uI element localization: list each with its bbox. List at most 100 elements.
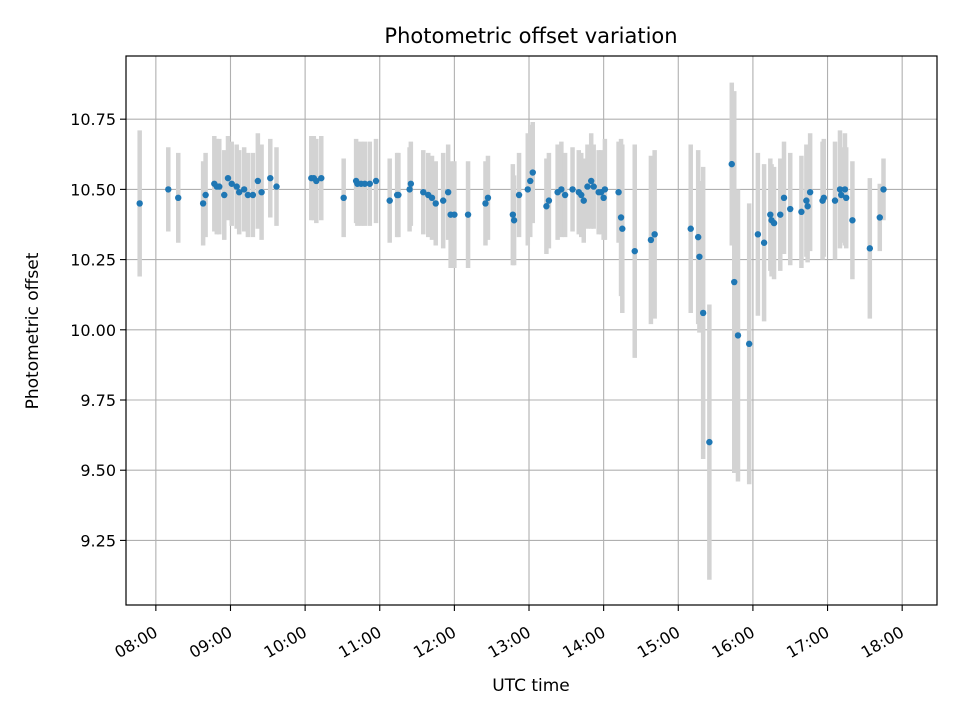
- data-point: [803, 197, 810, 204]
- x-tick-label: 15:00: [634, 622, 683, 662]
- y-tick-label: 9.50: [80, 461, 116, 480]
- y-tick-label: 9.25: [80, 531, 116, 550]
- y-axis: 9.25 9.50 9.75 10.00 10.25 10.50 10.75: [70, 110, 126, 550]
- chart-title: Photometric offset variation: [384, 24, 677, 48]
- data-point: [699, 309, 707, 317]
- data-point: [199, 200, 207, 207]
- data-point: [696, 253, 703, 260]
- data-point: [798, 208, 805, 216]
- data-point: [258, 188, 265, 196]
- x-tick-label: 11:00: [335, 622, 384, 662]
- x-axis-title: UTC time: [492, 676, 570, 696]
- data-point: [235, 188, 243, 196]
- data-point: [836, 186, 844, 193]
- x-axis: 08:00 09:00 10:00 11:00 12:00 13:00 14:00 15:00…: [111, 605, 907, 662]
- data-point: [464, 211, 472, 218]
- data-point: [760, 239, 768, 246]
- data-point: [841, 186, 849, 193]
- data-point: [249, 191, 257, 199]
- x-tick-label: 12:00: [410, 622, 459, 662]
- data-point: [806, 188, 814, 196]
- x-tick-label: 13:00: [485, 622, 534, 662]
- data-point: [580, 197, 587, 204]
- data-point: [866, 245, 874, 252]
- data-point: [842, 194, 850, 202]
- data-point: [647, 236, 655, 244]
- data-point: [584, 183, 591, 190]
- data-point: [651, 231, 658, 238]
- x-tick-label: 17:00: [783, 622, 832, 662]
- data-point: [849, 217, 856, 224]
- data-point: [731, 278, 738, 286]
- data-point: [588, 177, 595, 185]
- data-points: [136, 160, 887, 446]
- data-point: [406, 186, 413, 193]
- plot-frame: [125, 55, 938, 606]
- x-tick-label: 18:00: [858, 622, 907, 662]
- data-point: [728, 160, 735, 168]
- data-point: [267, 174, 274, 182]
- error-bars: [137, 82, 886, 580]
- data-point: [428, 194, 436, 202]
- data-point: [838, 191, 845, 199]
- data-point: [240, 186, 248, 193]
- data-point: [451, 211, 458, 218]
- data-point: [631, 247, 638, 255]
- data-point: [420, 188, 427, 196]
- data-point: [527, 177, 534, 185]
- data-point: [754, 231, 762, 238]
- data-point: [509, 211, 517, 218]
- data-point: [770, 219, 778, 227]
- data-point: [510, 217, 518, 224]
- data-point: [529, 169, 536, 176]
- data-point: [734, 332, 742, 339]
- data-point: [545, 197, 553, 204]
- data-point: [228, 180, 235, 187]
- x-tick-label: 09:00: [186, 622, 235, 662]
- data-point: [745, 340, 753, 348]
- x-tick-label: 08:00: [111, 622, 160, 662]
- data-point: [386, 197, 393, 204]
- data-point: [694, 233, 702, 241]
- data-point: [619, 225, 626, 232]
- data-point: [361, 180, 369, 187]
- data-point: [687, 225, 694, 232]
- data-point: [569, 186, 576, 193]
- data-point: [395, 191, 402, 199]
- data-point: [590, 183, 597, 190]
- data-point: [831, 197, 839, 204]
- data-point: [165, 186, 172, 193]
- data-point: [543, 203, 550, 210]
- data-point: [372, 177, 380, 185]
- data-point: [202, 191, 209, 199]
- data-point: [175, 194, 182, 202]
- y-axis-title: Photometric offset: [23, 252, 43, 409]
- data-point: [767, 211, 774, 218]
- data-point: [787, 205, 794, 213]
- x-tick-label: 10:00: [261, 622, 310, 662]
- data-point: [804, 203, 811, 210]
- data-point: [224, 174, 232, 182]
- data-point: [880, 186, 887, 193]
- data-point: [706, 438, 713, 446]
- data-point: [484, 194, 492, 202]
- data-point: [561, 191, 569, 199]
- data-point: [515, 191, 523, 199]
- data-point: [578, 191, 585, 199]
- data-point: [558, 186, 565, 193]
- data-point: [600, 194, 607, 202]
- data-point: [432, 200, 439, 207]
- data-point: [876, 214, 883, 221]
- data-point: [444, 188, 452, 196]
- data-point: [313, 177, 320, 185]
- data-point: [136, 200, 143, 207]
- y-tick-label: 10.25: [70, 251, 116, 270]
- data-point: [780, 194, 788, 202]
- data-point: [820, 194, 828, 202]
- data-point: [524, 186, 531, 193]
- data-point: [407, 180, 415, 187]
- data-point: [318, 174, 325, 182]
- y-tick-label: 10.75: [70, 110, 116, 129]
- data-point: [273, 183, 280, 190]
- data-point: [615, 188, 622, 196]
